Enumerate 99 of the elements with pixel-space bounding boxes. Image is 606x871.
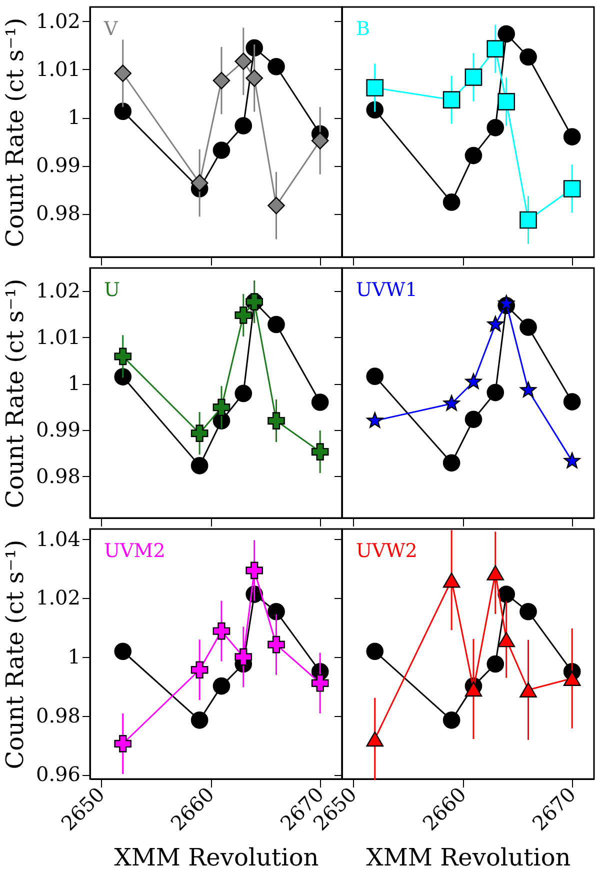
point	[114, 64, 132, 82]
point	[212, 398, 230, 416]
point	[212, 677, 230, 695]
point	[190, 424, 208, 442]
point	[443, 394, 460, 411]
point	[498, 632, 516, 648]
point	[366, 731, 384, 747]
y-tick-label: 1.02	[36, 586, 80, 610]
text: B	[356, 18, 370, 40]
y-tick-label: 1.01	[36, 57, 80, 81]
point	[563, 128, 581, 146]
point	[190, 712, 208, 729]
point	[520, 682, 537, 698]
y-tick-label: 0.96	[36, 762, 80, 786]
series-label: UVW2	[356, 540, 418, 562]
point	[311, 443, 329, 460]
point	[563, 670, 581, 686]
point	[563, 393, 581, 410]
y-tick-label: 0.99	[36, 418, 80, 442]
point	[464, 68, 482, 86]
point	[190, 457, 208, 474]
text: UVW1	[356, 279, 418, 301]
point	[114, 368, 132, 386]
point	[212, 622, 230, 640]
point	[234, 384, 252, 402]
point	[234, 306, 252, 324]
point	[486, 119, 504, 136]
text: UVM2	[104, 540, 166, 562]
point	[442, 712, 460, 729]
point	[498, 586, 516, 603]
point	[114, 735, 132, 752]
point	[464, 146, 482, 164]
y-axis-title: Count Rate (ct s⁻¹)	[0, 278, 29, 508]
point	[114, 102, 132, 120]
point	[366, 79, 384, 96]
point	[520, 603, 537, 620]
point	[268, 412, 285, 430]
point	[311, 132, 329, 150]
y-axis-title: Count Rate (ct s⁻¹)	[0, 540, 29, 770]
point	[520, 318, 537, 336]
point	[498, 25, 516, 43]
point	[366, 101, 384, 119]
point	[246, 39, 264, 57]
point	[498, 93, 516, 110]
point	[464, 410, 482, 428]
y-tick-label: 0.98	[36, 703, 80, 728]
y-axis-title: Count Rate (ct s⁻¹)	[0, 18, 29, 248]
point	[520, 48, 537, 66]
x-axis-title: XMM Revolution	[114, 844, 319, 871]
point	[268, 603, 285, 620]
point	[234, 117, 252, 134]
point	[212, 142, 230, 159]
point	[234, 648, 252, 666]
point	[190, 661, 208, 679]
y-tick-label: 1.02	[36, 278, 80, 303]
point	[114, 642, 132, 660]
point	[366, 412, 384, 428]
point	[486, 565, 504, 580]
point	[246, 69, 264, 87]
point	[442, 454, 460, 472]
point	[311, 394, 329, 411]
point	[268, 636, 285, 654]
x-axis-title: XMM Revolution	[366, 844, 571, 871]
point	[234, 52, 252, 70]
point	[498, 294, 515, 311]
point	[268, 58, 285, 76]
point	[268, 316, 285, 334]
point	[564, 452, 580, 468]
series-label: V	[103, 18, 118, 40]
y-tick-label: 0.98	[36, 464, 80, 488]
point	[212, 72, 230, 90]
point	[442, 572, 460, 588]
point	[311, 674, 329, 692]
point	[464, 681, 482, 697]
y-tick-label: 1.01	[36, 324, 80, 349]
y-tick-label: 1.02	[36, 8, 80, 33]
point	[465, 373, 482, 390]
point	[486, 384, 504, 402]
point	[520, 382, 537, 398]
y-tick-label: 0.98	[36, 201, 80, 226]
point	[563, 180, 581, 198]
point	[190, 174, 208, 192]
point	[366, 642, 384, 660]
point	[520, 211, 537, 229]
point	[114, 348, 132, 366]
point	[486, 40, 504, 58]
point	[246, 562, 264, 580]
point	[268, 196, 285, 214]
y-tick-label: 1	[68, 371, 80, 396]
point	[442, 91, 460, 108]
y-tick-label: 1.04	[36, 526, 80, 551]
point	[442, 194, 460, 211]
point	[486, 655, 504, 673]
point	[366, 368, 384, 385]
point	[487, 316, 504, 332]
y-tick-label: 1	[68, 644, 80, 668]
y-tick-label: 1	[68, 105, 80, 130]
y-tick-label: 0.99	[36, 153, 80, 178]
text: U	[104, 279, 120, 301]
